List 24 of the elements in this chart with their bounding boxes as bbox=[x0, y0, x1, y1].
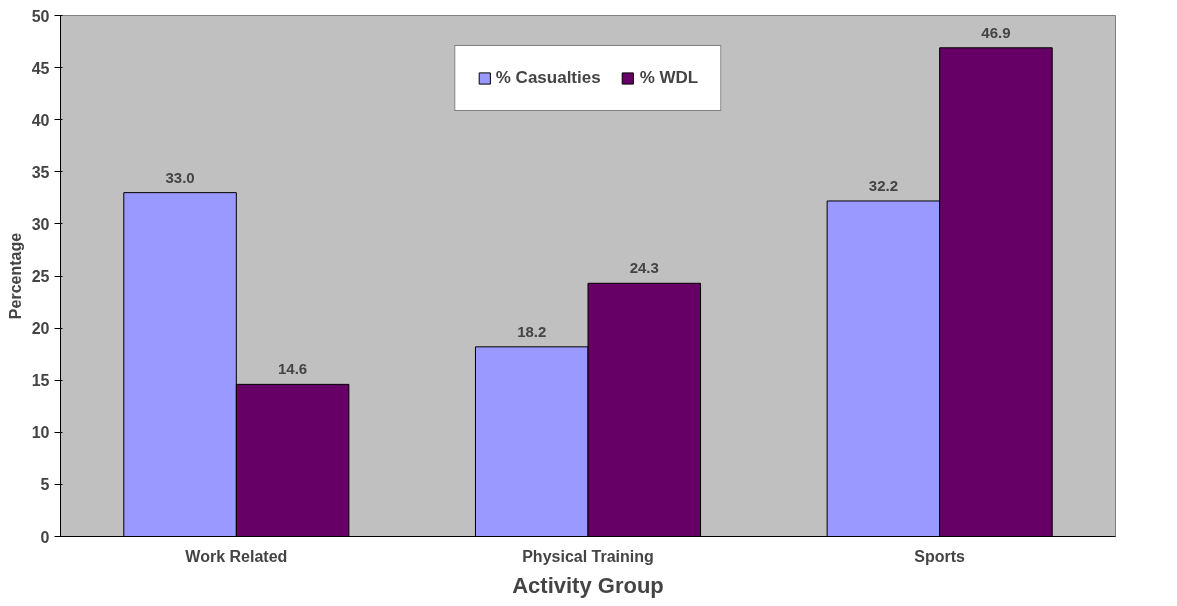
x-tick-label: Physical Training bbox=[522, 547, 654, 565]
x-tick-label: Sports bbox=[914, 547, 966, 565]
data-label: 46.9 bbox=[981, 23, 1011, 41]
y-tick-label: 15 bbox=[31, 372, 50, 390]
legend-label: % WDL bbox=[639, 68, 699, 88]
y-tick-label: 45 bbox=[31, 59, 50, 77]
y-tick-label: 5 bbox=[40, 476, 50, 494]
y-tick-label: 40 bbox=[31, 111, 50, 129]
legend-label: % Casualties bbox=[495, 68, 601, 88]
y-axis-title: Percentage bbox=[6, 232, 24, 320]
data-label: 32.2 bbox=[868, 176, 899, 194]
y-tick-label: 0 bbox=[40, 528, 50, 546]
data-label: 33.0 bbox=[165, 168, 195, 186]
y-tick-label: 20 bbox=[31, 320, 50, 338]
data-label: 24.3 bbox=[629, 259, 659, 277]
y-tick-label: 35 bbox=[31, 163, 50, 181]
y-tick-label: 50 bbox=[31, 7, 50, 25]
data-label: 18.2 bbox=[517, 322, 547, 340]
y-tick-label: 10 bbox=[31, 424, 50, 442]
x-tick-label: Work Related bbox=[185, 547, 288, 565]
y-tick-label: 30 bbox=[31, 215, 50, 233]
x-axis-title: Activity Group bbox=[512, 572, 664, 598]
data-label: 14.6 bbox=[278, 360, 308, 378]
y-tick-label: 25 bbox=[31, 268, 50, 285]
